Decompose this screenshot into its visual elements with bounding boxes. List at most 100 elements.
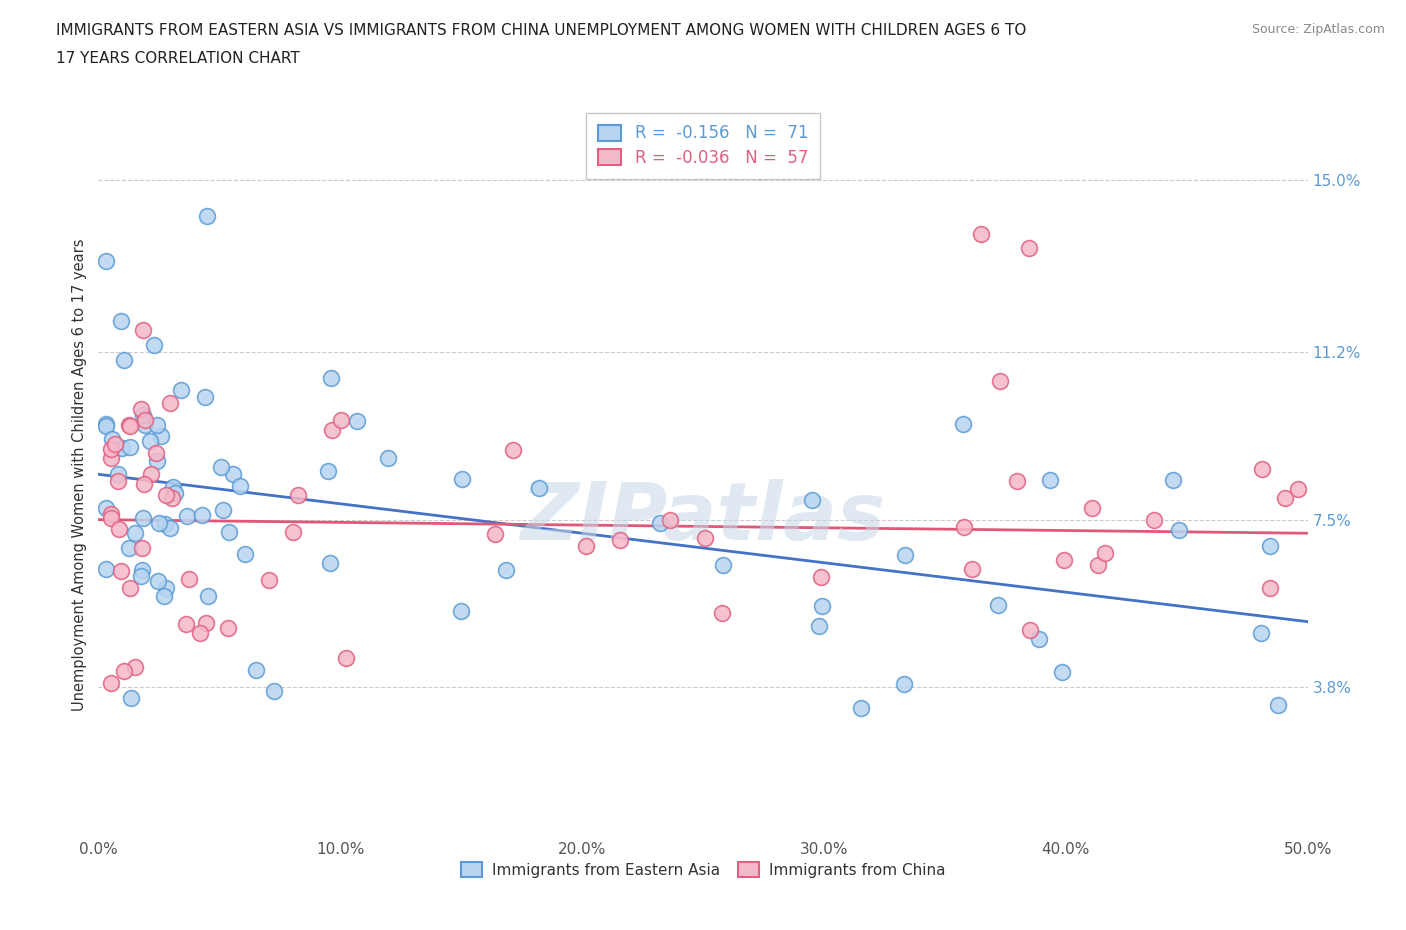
Point — [1143, 513, 1166, 528]
Point — [131, 563, 153, 578]
Point — [100, 451, 122, 466]
Point — [194, 389, 217, 404]
Point — [94, 500, 117, 515]
Point — [229, 479, 252, 494]
Point — [139, 467, 162, 482]
Point — [1005, 473, 1028, 488]
Point — [197, 588, 219, 603]
Text: IMMIGRANTS FROM EASTERN ASIA VS IMMIGRANTS FROM CHINA UNEMPLOYMENT AMONG WOMEN W: IMMIGRANTS FROM EASTERN ASIA VS IMMIGRAN… — [56, 23, 1026, 38]
Point — [529, 481, 551, 496]
Point — [188, 626, 211, 641]
Point — [1258, 581, 1281, 596]
Point — [711, 558, 734, 573]
Point — [143, 338, 166, 352]
Point — [801, 492, 824, 507]
Point — [118, 418, 141, 432]
Point — [218, 525, 240, 540]
Point — [319, 370, 342, 385]
Point — [118, 580, 141, 595]
Point — [150, 429, 173, 444]
Point — [316, 464, 339, 479]
Point — [145, 453, 167, 468]
Point — [330, 412, 353, 427]
Point — [155, 581, 177, 596]
Point — [450, 604, 472, 618]
Point — [658, 512, 681, 527]
Point — [346, 414, 368, 429]
Point — [1053, 553, 1076, 568]
Point — [960, 562, 983, 577]
Point — [129, 568, 152, 583]
Text: Source: ZipAtlas.com: Source: ZipAtlas.com — [1251, 23, 1385, 36]
Point — [952, 520, 974, 535]
Point — [221, 467, 243, 482]
Point — [609, 533, 631, 548]
Point — [502, 443, 524, 458]
Point — [893, 676, 915, 691]
Point — [209, 459, 232, 474]
Point — [118, 418, 141, 433]
Point — [111, 441, 134, 456]
Point — [112, 664, 135, 679]
Point — [1087, 558, 1109, 573]
Point — [810, 570, 832, 585]
Point — [710, 605, 733, 620]
Point — [155, 517, 177, 532]
Point — [134, 413, 156, 428]
Point — [987, 598, 1010, 613]
Point — [574, 538, 596, 553]
Point — [1050, 664, 1073, 679]
Text: ZIPatlas: ZIPatlas — [520, 479, 886, 557]
Point — [495, 563, 517, 578]
Point — [155, 488, 177, 503]
Point — [217, 620, 239, 635]
Point — [377, 451, 399, 466]
Point — [211, 503, 233, 518]
Point — [894, 547, 917, 562]
Point — [650, 516, 672, 531]
Point — [139, 434, 162, 449]
Point — [1028, 631, 1050, 646]
Point — [162, 491, 184, 506]
Point — [849, 701, 872, 716]
Point — [132, 511, 155, 525]
Point — [1251, 461, 1274, 476]
Point — [110, 313, 132, 328]
Point — [319, 555, 342, 570]
Point — [1274, 491, 1296, 506]
Point — [124, 526, 146, 541]
Point — [1080, 500, 1102, 515]
Point — [110, 564, 132, 578]
Point — [112, 352, 135, 367]
Point — [131, 541, 153, 556]
Point — [1019, 623, 1042, 638]
Point — [1250, 626, 1272, 641]
Point — [104, 436, 127, 451]
Point — [1258, 539, 1281, 554]
Point — [257, 573, 280, 588]
Point — [165, 485, 187, 500]
Point — [145, 418, 167, 432]
Point — [287, 487, 309, 502]
Point — [159, 395, 181, 410]
Point — [94, 418, 117, 433]
Point — [146, 574, 169, 589]
Point — [451, 472, 474, 487]
Point — [134, 418, 156, 432]
Point — [1039, 472, 1062, 487]
Point — [100, 511, 122, 525]
Point — [101, 432, 124, 446]
Point — [191, 508, 214, 523]
Point — [159, 521, 181, 536]
Point — [100, 442, 122, 457]
Point — [100, 507, 122, 522]
Point — [484, 526, 506, 541]
Point — [176, 509, 198, 524]
Point — [195, 208, 218, 223]
Point — [174, 617, 197, 631]
Point — [807, 618, 830, 633]
Point — [94, 417, 117, 432]
Point — [134, 476, 156, 491]
Point — [988, 374, 1011, 389]
Point — [195, 616, 218, 631]
